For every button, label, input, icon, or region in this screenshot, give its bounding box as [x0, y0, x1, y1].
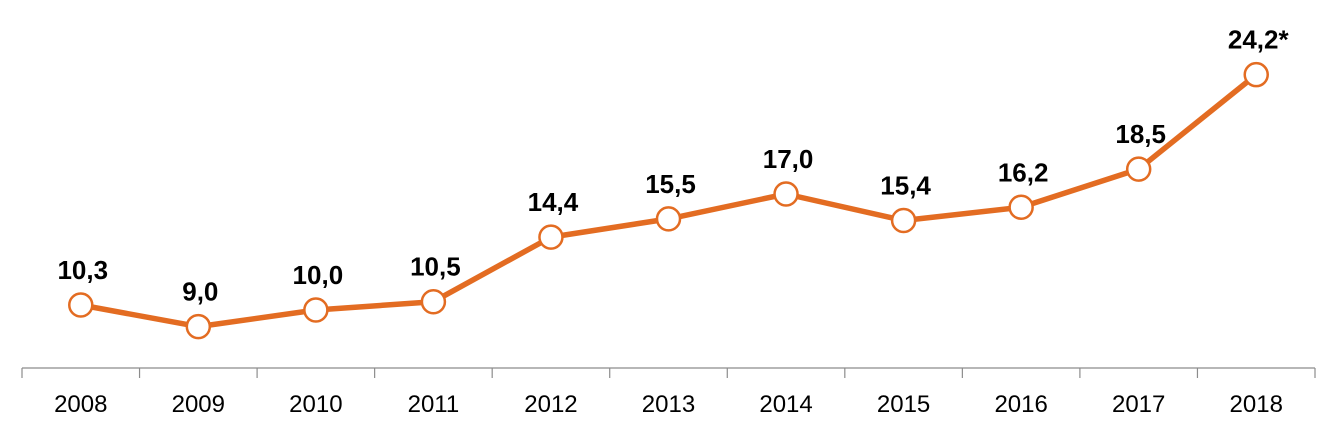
x-tick-label-2009: 2009: [172, 391, 225, 418]
data-point-marker-2016: [1008, 194, 1034, 221]
data-labels: 10,3 9,0 10,0 10,5 14,4 15,5 17,0 15,4 16,2 18,5 2…: [57, 25, 1289, 307]
series-line: [78, 71, 1259, 330]
data-label-2011: 10,5: [410, 252, 461, 282]
x-tick-label-2015: 2015: [877, 391, 930, 418]
data-label-2018: 24,2*: [1228, 25, 1290, 55]
data-point-marker-2017: [1125, 156, 1152, 182]
x-tick-label-2010: 2010: [289, 391, 342, 418]
x-axis: [21, 367, 1316, 378]
x-tick-label-2016: 2016: [994, 391, 1047, 418]
data-point-marker-2013: [655, 206, 682, 232]
x-tick-label-2008: 2008: [54, 391, 107, 418]
series-line-group: [78, 71, 1259, 330]
data-point-marker-2015: [890, 207, 917, 234]
data-label-2009: 9,0: [182, 277, 218, 307]
data-point-marker-2011: [420, 288, 447, 315]
data-point-marker-2012: [538, 224, 564, 250]
data-label-2008: 10,3: [57, 255, 108, 285]
data-label-2017: 18,5: [1115, 119, 1166, 149]
data-point-marker-2018: [1243, 61, 1269, 88]
x-tick-label-2011: 2011: [408, 391, 460, 418]
data-point-marker-2009: [185, 313, 212, 340]
data-point-marker-2008: [68, 292, 94, 318]
data-point-marker-2010: [303, 297, 329, 323]
x-tick-label-2017: 2017: [1112, 391, 1165, 418]
data-label-2010: 10,0: [293, 260, 344, 290]
x-tick-label-2014: 2014: [759, 391, 812, 418]
data-label-2016: 16,2: [998, 157, 1049, 187]
data-label-2013: 15,5: [645, 169, 696, 199]
x-tick-label-2012: 2012: [524, 391, 577, 418]
data-label-2015: 15,4: [880, 171, 931, 201]
data-point-marker-2014: [773, 181, 799, 207]
data-markers: [68, 61, 1269, 340]
x-tick-label-2013: 2013: [642, 391, 695, 418]
data-label-2012: 14,4: [528, 187, 579, 217]
x-tick-labels: 2008 2009 2010 2011 2012 2013 2014 2015 2016 2017…: [54, 391, 1283, 418]
x-tick-label-2018: 2018: [1230, 391, 1283, 418]
data-label-2014: 17,0: [763, 144, 814, 174]
